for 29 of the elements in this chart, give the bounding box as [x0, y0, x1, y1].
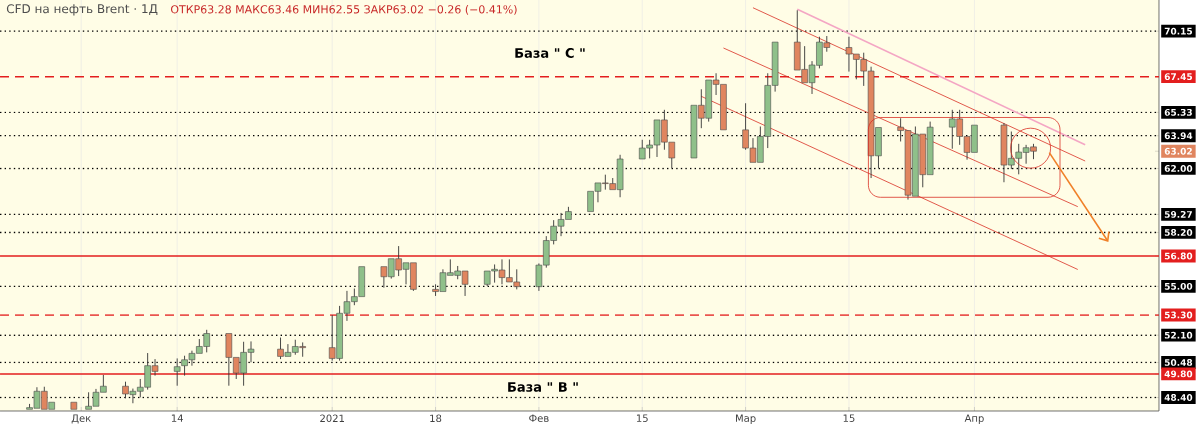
y-tick-label: 63.94: [1164, 132, 1193, 140]
chart-title: CFD на нефть Brent · 1Д: [6, 4, 158, 16]
x-tick-label: 15: [843, 414, 855, 422]
y-tick-label: 48.40: [1164, 394, 1193, 401]
x-tick-label: Фев: [529, 414, 549, 422]
x-tick-label: 18: [430, 414, 442, 423]
y-tick-label: 52.10: [1164, 331, 1193, 339]
y-tick-label: 55.00: [1164, 282, 1193, 290]
y-tick-label: 49.80: [1164, 370, 1193, 378]
y-tick-label: 59.27: [1164, 211, 1192, 218]
y-tick-label: 63.02: [1164, 147, 1192, 155]
y-tick-label: 58.20: [1164, 229, 1193, 236]
x-tick-label: 14: [171, 414, 183, 422]
y-tick-label: 56.80: [1164, 252, 1193, 260]
x-tick-label: Апр: [964, 414, 984, 424]
x-tick-label: 2021: [320, 414, 344, 423]
y-tick-label: 67.45: [1164, 73, 1193, 81]
candlestick: [173, 357, 181, 387]
y-tick-label: 70.15: [1164, 27, 1193, 35]
x-tick-label: 15: [636, 414, 648, 422]
chart-subtitle: ОТКР63.28 МАКС63.46 МИН62.55 ЗАКР63.02 −0.26 (−0.41%): [170, 5, 517, 15]
y-tick-label: 53.30: [1164, 311, 1193, 319]
y-tick-label: 65.33: [1164, 108, 1192, 116]
x-tick-label: Мар: [736, 414, 756, 424]
annotation: База " B ": [508, 382, 578, 392]
y-tick-label: 50.48: [1164, 359, 1193, 366]
y-tick-label: 62.00: [1164, 165, 1193, 172]
x-tick-label: Дек: [71, 414, 91, 424]
annotation: База " C ": [515, 48, 585, 58]
